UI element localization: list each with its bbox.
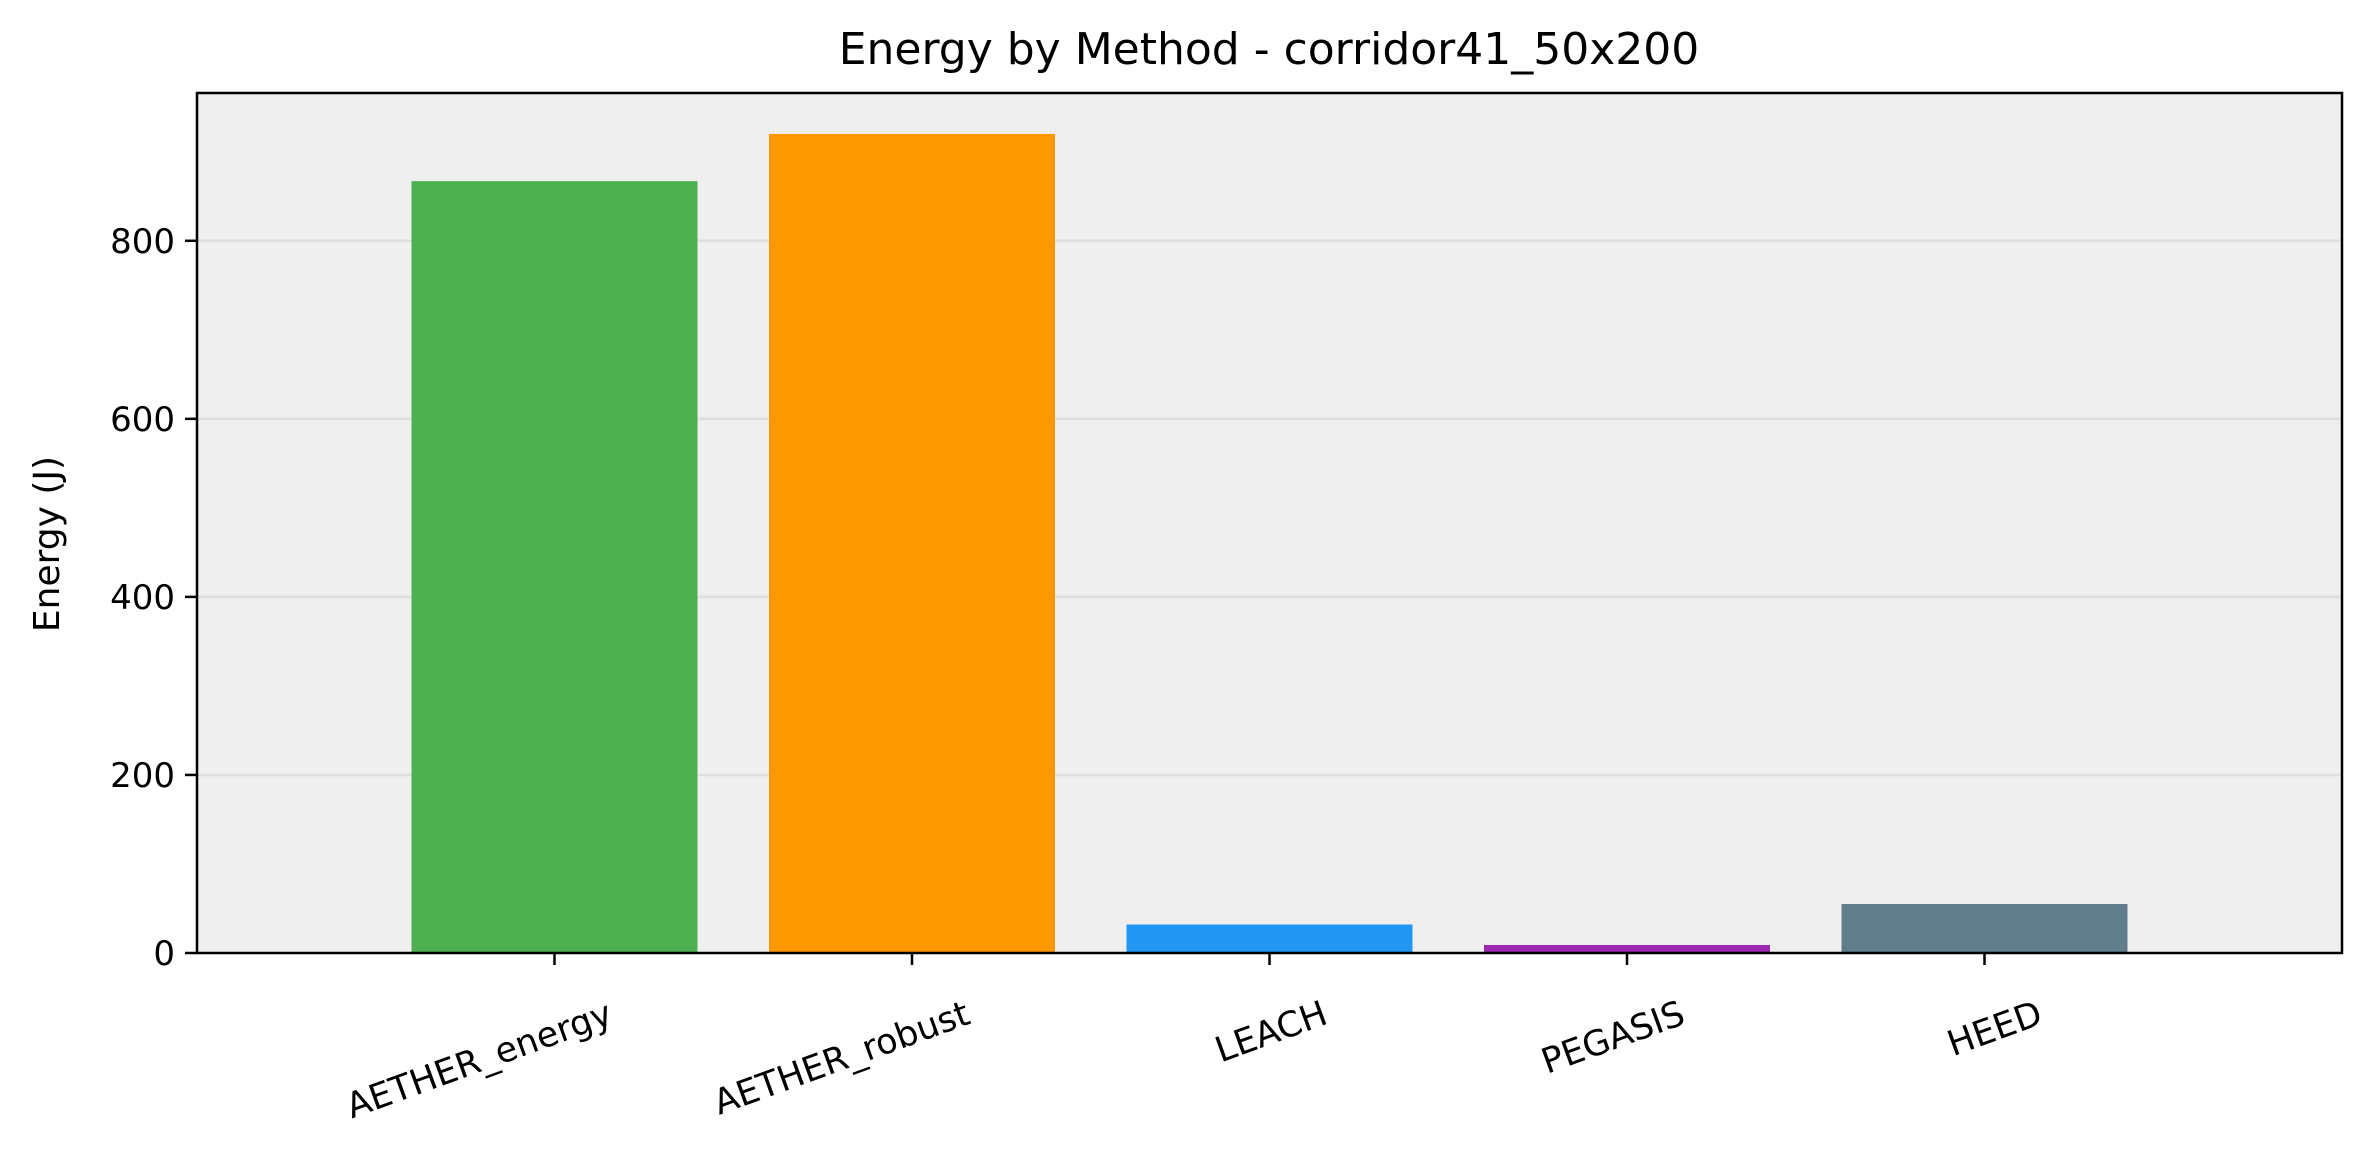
bar-leach <box>1126 924 1413 953</box>
bar-pegasis <box>1484 944 1770 953</box>
chart-title: Energy by Method - corridor41_50x200 <box>839 24 1700 75</box>
bar-heed <box>1841 904 2128 953</box>
bar-aether-robust <box>769 133 1055 953</box>
x-tick-label: AETHER_robust <box>709 994 976 1124</box>
y-axis-label: Energy (J) <box>27 456 68 632</box>
y-ticks: 0 200 400 600 800 <box>110 222 197 974</box>
y-tick-label: 400 <box>110 578 175 618</box>
y-tick-label: 600 <box>110 400 175 440</box>
x-tick-label: HEED <box>1942 994 2047 1065</box>
x-ticks: AETHER_energy AETHER_robust LEACH PEGASIS HE… <box>341 953 2048 1127</box>
bar-aether-energy <box>411 181 698 953</box>
x-tick-label: AETHER_energy <box>341 994 617 1127</box>
bars <box>411 133 2128 953</box>
y-tick-label: 200 <box>110 756 175 796</box>
x-tick-label: LEACH <box>1210 994 1332 1071</box>
y-tick-label: 0 <box>153 934 175 974</box>
y-tick-label: 800 <box>110 222 175 262</box>
x-tick-label: PEGASIS <box>1536 994 1690 1083</box>
